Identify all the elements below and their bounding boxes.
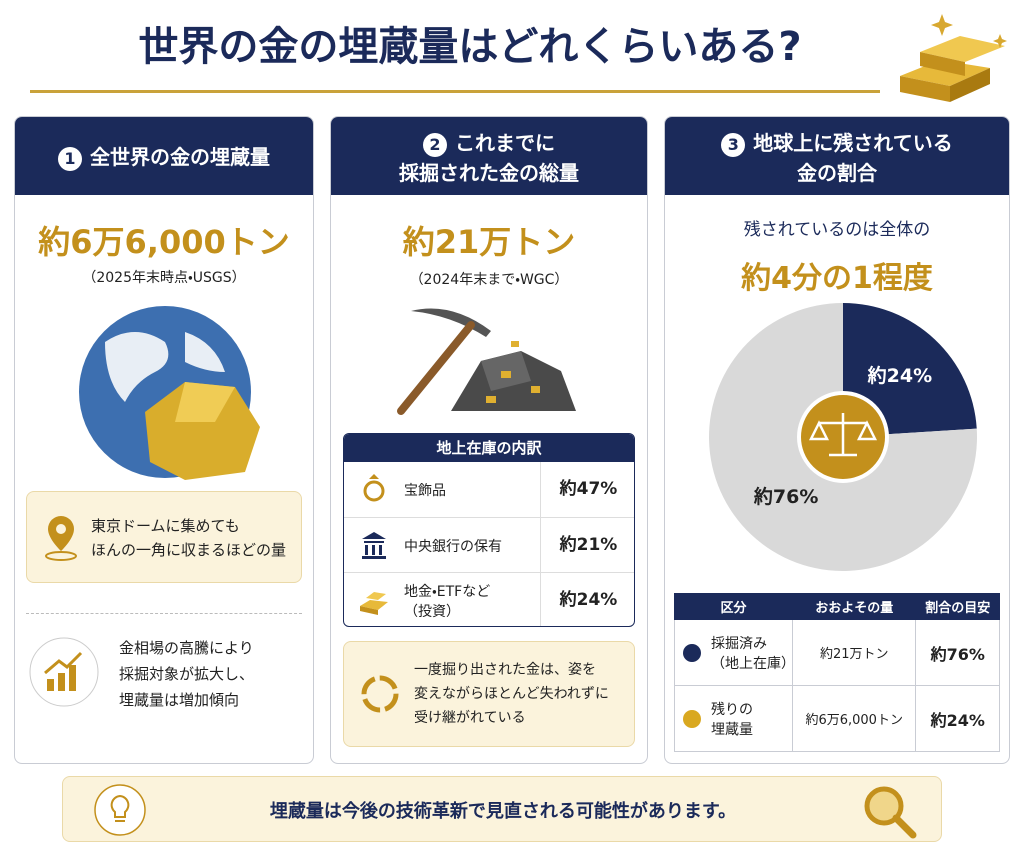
table-header-row: 区分 おおよその量 割合の目安 (674, 593, 1000, 620)
panel-title: 地球上に残されている (753, 130, 953, 155)
table-row: 採掘済み （地上在庫） 約21万トン 約76% (674, 619, 1000, 686)
callout-line: 一度掘り出された金は、姿を (414, 662, 596, 678)
breakdown: 地上在庫の内訳 宝飾品 約47% 中央銀行の保有 約21% 地金・ETFなど （投資） 約2… (343, 433, 635, 627)
pie-chart: 約24% 約76% (709, 303, 977, 571)
callout: 一度掘り出された金は、姿を 変えながらほとんど失われずに 受け継がれている (343, 641, 635, 747)
row-value: 約47% (540, 462, 634, 517)
table-cell: 残りの 埋蔵量 (674, 685, 793, 752)
breakdown-row: 地金・ETFなど （投資） 約24% (344, 572, 634, 626)
growth-icon (29, 637, 99, 707)
cell-lines: 採掘済み （地上在庫） (711, 633, 795, 673)
row-label: 地金・ETFなど （投資） (404, 573, 491, 626)
row-label-line: 中央銀行の保有 (404, 538, 502, 555)
panel-number: 3 (721, 132, 746, 157)
row-icon (360, 592, 388, 615)
point-line: 金相場の高騰により (119, 639, 254, 657)
row-label-line: 地金・ETFなど (404, 583, 491, 600)
pie-label: 約76% (753, 485, 818, 508)
table-row: 残りの 埋蔵量 約6万6,000トン 約24% (674, 685, 1000, 752)
row-value: 約21% (540, 518, 634, 573)
table-header: 区分 (674, 593, 793, 620)
table-cell-line: （地上在庫） (711, 655, 795, 672)
table-cell: 採掘済み （地上在庫） (674, 619, 795, 686)
legend-dot (683, 643, 701, 662)
row-label: 宝飾品 (404, 462, 446, 517)
table-header: 割合の目安 (915, 593, 1000, 620)
cell-lines: 残りの 埋蔵量 (711, 699, 753, 739)
cell-wrap: 残りの 埋蔵量 (683, 699, 791, 739)
panel-title: 採掘された金の総量 (399, 160, 579, 185)
row-label-line: （投資） (404, 603, 460, 620)
title: 世界の金の埋蔵量はどれくらいある? (138, 24, 802, 70)
table-cell-line: 残りの (711, 701, 753, 718)
row-label: 中央銀行の保有 (404, 518, 502, 573)
cell-wrap: 採掘済み （地上在庫） (683, 633, 795, 673)
summary-table: 区分 おおよその量 割合の目安 採掘済み （地上在庫） 約21万トン 約76% 残りの 埋蔵量約… (674, 593, 1000, 752)
callout: 東京ドームに集めてもほんの一角に収まるほどの量 (26, 491, 302, 583)
callout-line: ほんの一角に収まるほどの量 (91, 541, 287, 559)
panel: 1 全世界の金の埋蔵量 約6万6,000トン （2025年末時点・USGS） 東京… (14, 116, 314, 764)
row-label-line: 宝飾品 (404, 482, 446, 499)
breakdown-title: 地上在庫の内訳 (344, 434, 634, 462)
divider (26, 613, 302, 614)
gold-bars-icon (900, 14, 1007, 102)
panel-number: 2 (423, 132, 447, 157)
callout-line: 東京ドームに集めても (91, 517, 240, 535)
pie-slice (843, 303, 977, 437)
pickaxe-icon (397, 308, 576, 415)
note: （2025年末時点・USGS） (82, 270, 246, 286)
row-value: 約24% (540, 573, 634, 626)
panel-header: 1 全世界の金の埋蔵量 (15, 117, 313, 195)
globe-icon (79, 306, 260, 480)
cycle-icon (361, 675, 399, 713)
panel: 2 これまでに採掘された金の総量 約21万トン （2024年末まで・WGC） 地上… (330, 116, 648, 764)
scale-icon (808, 413, 878, 457)
row-icon (362, 532, 386, 559)
pin-icon (45, 516, 77, 561)
highlight: 約4分の1程度 (741, 261, 933, 296)
panel-number: 1 (58, 147, 82, 171)
panel: 3 地球上に残されている金の割合 残されているのは全体の 約4分の1程度 約24%… (664, 116, 1010, 764)
legend-dot (683, 709, 701, 728)
breakdown-rows: 宝飾品 約47% 中央銀行の保有 約21% 地金・ETFなど （投資） 約24% (344, 462, 634, 626)
table-cell: 約24% (915, 685, 1000, 752)
panel-title: これまでに (455, 130, 555, 155)
table-cell-line: 埋蔵量 (711, 721, 753, 738)
panel-header: 3 地球上に残されている金の割合 (665, 117, 1009, 195)
table-header: おおよその量 (791, 593, 917, 620)
breakdown-row: 中央銀行の保有 約21% (344, 517, 634, 573)
panel-header: 2 これまでに採掘された金の総量 (331, 117, 647, 195)
lead: 残されているのは全体の (743, 220, 931, 240)
table-cell: 約21万トン (791, 619, 917, 686)
magnifier-icon (864, 786, 917, 839)
panel-title: 金の割合 (797, 160, 877, 185)
amount: 約21万トン (402, 223, 576, 261)
note: （2024年末まで・WGC） (409, 272, 569, 288)
callout-line: 変えながらほとんど失われずに (414, 686, 609, 702)
amount: 約6万6,000トン (38, 223, 290, 261)
table-cell: 約6万6,000トン (791, 685, 917, 752)
breakdown-row: 宝飾品 約47% (344, 462, 634, 517)
bulb-icon (94, 784, 146, 836)
table-cell: 約76% (915, 619, 1000, 686)
row-icon (363, 474, 385, 502)
table-cell-line: 採掘済み (711, 635, 767, 652)
footer: 埋蔵量は今後の技術革新で見直される可能性があります。 (62, 776, 942, 842)
footer-text: 埋蔵量は今後の技術革新で見直される可能性があります。 (269, 801, 737, 822)
pie-label: 約24% (867, 364, 932, 387)
callout-line: 受け継がれている (414, 710, 526, 726)
point-line: 採掘対象が拡大し、 (119, 665, 255, 683)
panel-title: 全世界の金の埋蔵量 (90, 145, 270, 169)
point-line: 埋蔵量は増加傾向 (119, 691, 240, 709)
title-rule (30, 90, 880, 93)
